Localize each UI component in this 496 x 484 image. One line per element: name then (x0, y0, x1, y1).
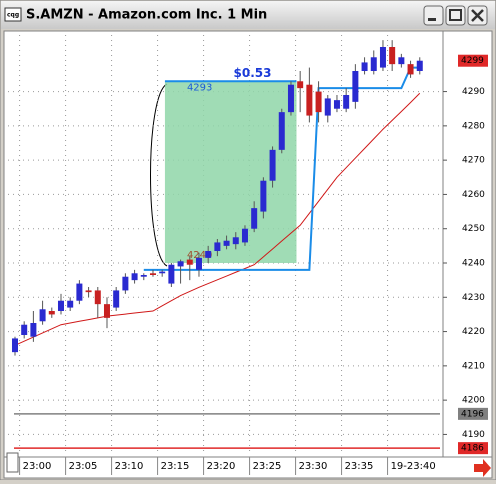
y-tick-label: 4290 (462, 87, 485, 97)
price-level-label: 4196 (461, 409, 484, 419)
candle-body (214, 242, 221, 251)
candle-body (232, 237, 239, 245)
candle-body (131, 273, 138, 281)
candle-body (177, 261, 184, 267)
app-icon (4, 7, 22, 22)
candle-body (407, 64, 414, 75)
candle-body (205, 251, 212, 258)
candle-body (195, 257, 202, 270)
price-level-box (458, 442, 488, 455)
candle-body (122, 276, 129, 291)
app-icon-text: cqg (7, 12, 19, 19)
candle-body (11, 338, 18, 353)
candle-body (389, 47, 396, 65)
measure-low-label: 4240 (187, 250, 212, 261)
candle-body (94, 290, 101, 305)
candle-body (398, 57, 405, 65)
candle-body (39, 309, 46, 322)
y-tick-label: 4210 (462, 361, 485, 371)
candle-body (21, 324, 28, 335)
candle-body (186, 259, 193, 265)
measure-box (164, 81, 297, 264)
candle-body (241, 228, 248, 243)
candle-body (361, 62, 368, 71)
measure-label: $0.53 (234, 66, 272, 80)
y-tick-label: 4220 (462, 327, 485, 337)
x-tick-label: 23:30 (299, 461, 328, 472)
candle-body (223, 240, 230, 246)
price-level-box (458, 54, 488, 67)
window-title: S.AMZN - Amazon.com Inc. 1 Min (26, 8, 267, 23)
price-level-label: 4186 (461, 444, 484, 454)
candle-body (379, 47, 386, 68)
measure-bracket (150, 83, 168, 267)
y-tick-label: 4230 (462, 293, 485, 303)
candle-body (343, 95, 350, 109)
time-axis-panel (3, 456, 493, 479)
candle-body (251, 208, 258, 229)
candle-body (168, 264, 175, 284)
y-tick-label: 4250 (462, 224, 485, 234)
candle-body (260, 180, 267, 212)
price-level-label: 4299 (461, 56, 484, 66)
title-bar[interactable] (1, 1, 495, 29)
x-tick-label: 23:05 (69, 461, 98, 472)
measure-high-label: 4293 (187, 82, 212, 93)
candle-body (57, 300, 64, 311)
overlay-line (14, 92, 421, 346)
candle-body (297, 81, 304, 89)
candle-body (416, 60, 423, 71)
candle-body (30, 323, 37, 337)
price-level-box (458, 407, 488, 420)
candle-body (269, 149, 276, 181)
maximize-button[interactable] (445, 5, 466, 26)
candle-body (85, 290, 92, 293)
candle-body (333, 100, 340, 109)
candle-body (140, 275, 147, 277)
candle-body (324, 98, 331, 116)
y-tick-label: 4240 (462, 259, 485, 269)
x-tick-label: 23:25 (253, 461, 282, 472)
y-tick-label: 4190 (462, 430, 485, 440)
y-tick-label: 4200 (462, 396, 485, 406)
x-tick-label: 23:10 (115, 461, 144, 472)
candle-body (306, 84, 313, 116)
candle-body (159, 271, 166, 274)
candle-body (113, 290, 120, 308)
x-tick-label: 23:35 (345, 461, 374, 472)
x-tick-label: 23:20 (207, 461, 236, 472)
minimize-button[interactable] (423, 5, 444, 26)
y-tick-label: 4260 (462, 190, 485, 200)
x-tick-label: 23:00 (23, 461, 52, 472)
candle-body (103, 304, 110, 318)
candle-body (278, 112, 285, 150)
y-tick-label: 4280 (462, 121, 485, 131)
scroll-thumb[interactable] (6, 452, 19, 473)
candle-body (76, 283, 83, 301)
candle-body (287, 84, 294, 113)
candle-body (48, 311, 55, 315)
candle-body (315, 91, 322, 113)
candle-body (149, 273, 156, 275)
candle-body (67, 300, 74, 308)
candle-body (370, 57, 377, 71)
scroll-right-arrow[interactable] (474, 459, 491, 477)
x-tick-label: 23:15 (161, 461, 190, 472)
x-tick-label: 19-23:40 (391, 461, 436, 472)
close-button[interactable] (467, 5, 488, 26)
y-tick-label: 4270 (462, 156, 485, 166)
candle-body (352, 71, 359, 102)
